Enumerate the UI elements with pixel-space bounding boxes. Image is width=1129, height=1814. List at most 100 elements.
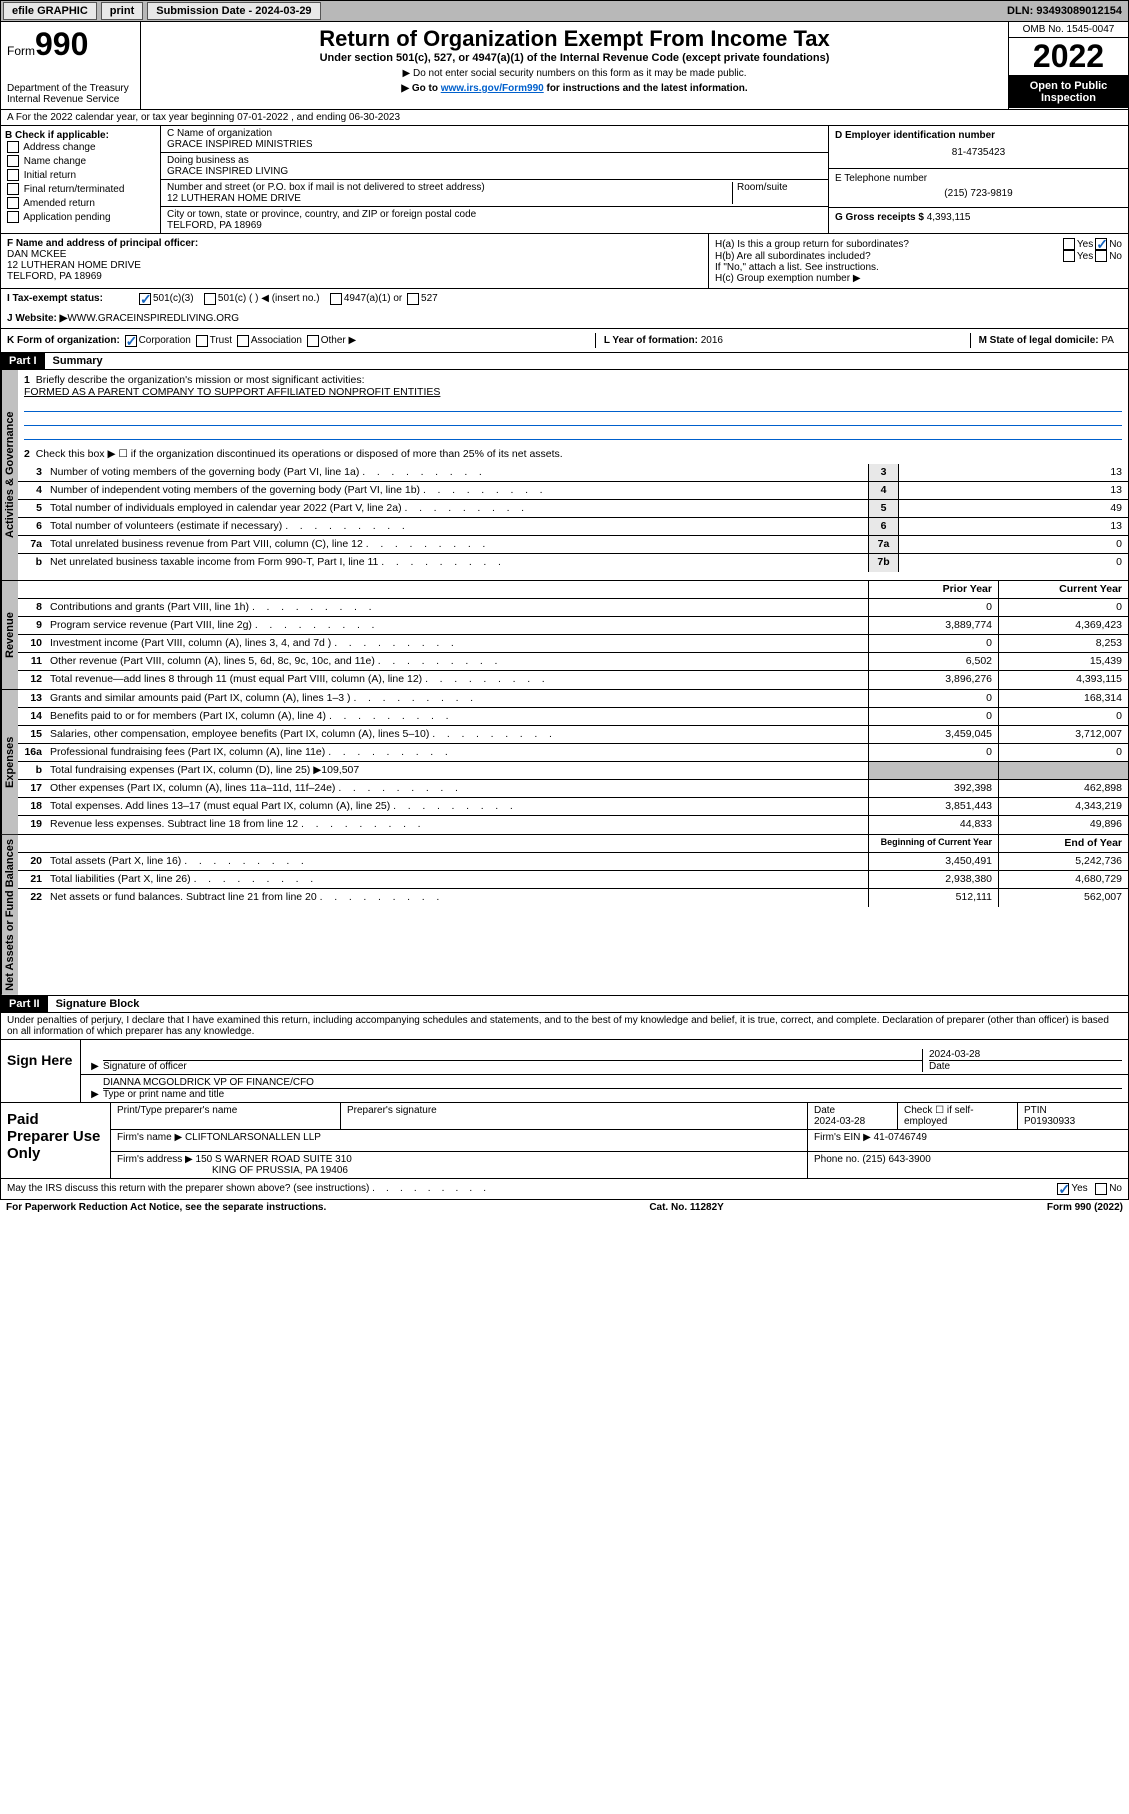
website-label: J Website: ▶ (7, 313, 67, 324)
dln-label: DLN: (1007, 5, 1036, 17)
addr-label: Number and street (or P.O. box if mail i… (167, 182, 732, 193)
ha-yes-chk[interactable] (1063, 238, 1075, 250)
ha-no: No (1109, 239, 1122, 250)
section-i: I Tax-exempt status: 501(c)(3) 501(c) ( … (0, 289, 1129, 309)
footer-left: For Paperwork Reduction Act Notice, see … (6, 1202, 326, 1213)
line-15: 15Salaries, other compensation, employee… (18, 726, 1128, 744)
efile-graphic-button[interactable]: efile GRAPHIC (3, 2, 97, 20)
footer-mid: Cat. No. 11282Y (649, 1202, 723, 1213)
line-9: 9Program service revenue (Part VIII, lin… (18, 617, 1128, 635)
tax-year: 2022 (1009, 38, 1128, 76)
prep-date-value: 2024-03-28 (814, 1116, 865, 1127)
officer-label: F Name and address of principal officer: (7, 238, 702, 249)
irs-form990-link[interactable]: www.irs.gov/Form990 (441, 83, 544, 94)
prep-name-label: Print/Type preparer's name (111, 1103, 341, 1129)
sig-date-label: Date (929, 1060, 1122, 1072)
section-b: B Check if applicable: Address change Na… (1, 126, 161, 233)
form-word: Form (7, 44, 35, 58)
firm-addr2-value: KING OF PRUSSIA, PA 19406 (212, 1165, 348, 1176)
open-inspection-label: Open to Public Inspection (1009, 76, 1128, 108)
print-button[interactable]: print (101, 2, 143, 20)
self-employed-check[interactable]: Check ☐ if self-employed (898, 1103, 1018, 1129)
line-17: 17Other expenses (Part IX, column (A), l… (18, 780, 1128, 798)
goto-pre: ▶ Go to (401, 83, 440, 94)
discuss-yes-chk[interactable] (1057, 1183, 1069, 1195)
line-8: 8Contributions and grants (Part VIII, li… (18, 599, 1128, 617)
firm-name-label: Firm's name ▶ (117, 1132, 185, 1143)
chk-corp[interactable] (125, 335, 137, 347)
chk-other[interactable] (307, 335, 319, 347)
part1-header-row: Part I Summary (0, 353, 1129, 370)
form-number: 990 (35, 26, 88, 62)
form-number-block: Form990 Department of the Treasury Inter… (1, 22, 141, 109)
gross-receipts-label: G Gross receipts $ (835, 212, 927, 223)
opt-501c3: 501(c)(3) (153, 293, 194, 305)
chk-address-change[interactable]: Address change (5, 141, 156, 155)
form-header: Form990 Department of the Treasury Inter… (0, 22, 1129, 110)
hb-no-chk[interactable] (1095, 250, 1107, 262)
discuss-yes: Yes (1071, 1183, 1087, 1194)
dba-value: GRACE INSPIRED LIVING (167, 166, 822, 177)
hb-note: If "No," attach a list. See instructions… (715, 262, 1122, 273)
chk-initial-return[interactable]: Initial return (5, 169, 156, 183)
officer-name: DAN MCKEE (7, 249, 702, 260)
room-suite-label: Room/suite (732, 182, 822, 204)
hdr-current-year: Current Year (998, 581, 1128, 598)
form-subtitle-1: Under section 501(c), 527, or 4947(a)(1)… (147, 52, 1002, 64)
chk-501c3[interactable] (139, 293, 151, 305)
efile-topbar: efile GRAPHIC print Submission Date - 20… (0, 0, 1129, 22)
chk-527[interactable] (407, 293, 419, 305)
dln-box: DLN: 93493089012154 (1007, 5, 1128, 17)
chk-501c[interactable] (204, 293, 216, 305)
ha-yes: Yes (1077, 239, 1093, 250)
chk-trust[interactable] (196, 335, 208, 347)
form-title-block: Return of Organization Exempt From Incom… (141, 22, 1008, 109)
discuss-no: No (1109, 1183, 1122, 1194)
tab-revenue: Revenue (1, 581, 18, 689)
irs-label: Internal Revenue Service (7, 94, 134, 105)
goto-post: for instructions and the latest informat… (544, 83, 748, 94)
perjury-declaration: Under penalties of perjury, I declare th… (0, 1013, 1129, 1040)
chk-final-return[interactable]: Final return/terminated (5, 183, 156, 197)
hb-yes: Yes (1077, 251, 1093, 262)
form-org-label: K Form of organization: (7, 335, 120, 346)
ha-no-chk[interactable] (1095, 238, 1107, 250)
dba-label: Doing business as (167, 155, 822, 166)
part2-label: Part II (1, 996, 48, 1012)
opt-4947: 4947(a)(1) or (344, 293, 402, 305)
submission-date-box: Submission Date - 2024-03-29 (147, 2, 320, 20)
city-value: TELFORD, PA 18969 (167, 220, 822, 231)
l2-label: Check this box ▶ ☐ if the organization d… (36, 448, 563, 460)
section-c: C Name of organization GRACE INSPIRED MI… (161, 126, 828, 233)
arrow-icon: ▶ (87, 1061, 103, 1072)
officer-city: TELFORD, PA 18969 (7, 271, 702, 282)
chk-amended-return[interactable]: Amended return (5, 197, 156, 211)
line-19: 19Revenue less expenses. Subtract line 1… (18, 816, 1128, 834)
line-12: 12Total revenue—add lines 8 through 11 (… (18, 671, 1128, 689)
hc-label: H(c) Group exemption number ▶ (715, 273, 1122, 284)
gov-line-3: 3Number of voting members of the governi… (18, 464, 1128, 482)
chk-assoc[interactable] (237, 335, 249, 347)
chk-4947[interactable] (330, 293, 342, 305)
section-fh: F Name and address of principal officer:… (0, 234, 1129, 289)
chk-application-pending[interactable]: Application pending (5, 211, 156, 225)
firm-addr-label: Firm's address ▶ (117, 1154, 196, 1165)
opt-other: Other ▶ (321, 335, 356, 346)
line-14: 14Benefits paid to or for members (Part … (18, 708, 1128, 726)
gov-line-4: 4Number of independent voting members of… (18, 482, 1128, 500)
col-headers-net: Beginning of Current Year End of Year (18, 835, 1128, 853)
discuss-no-chk[interactable] (1095, 1183, 1107, 1195)
footer-right: Form 990 (2022) (1047, 1202, 1123, 1213)
hb-yes-chk[interactable] (1063, 250, 1075, 262)
prep-sig-label: Preparer's signature (341, 1103, 808, 1129)
section-l: L Year of formation: 2016 (595, 333, 731, 348)
chk-name-change[interactable]: Name change (5, 155, 156, 169)
addr-value: 12 LUTHERAN HOME DRIVE (167, 193, 732, 204)
discuss-label: May the IRS discuss this return with the… (7, 1183, 486, 1194)
line-b: bTotal fundraising expenses (Part IX, co… (18, 762, 1128, 780)
dln-value: 93493089012154 (1036, 5, 1122, 17)
dept-treasury: Department of the Treasury (7, 83, 134, 94)
line-16a: 16aProfessional fundraising fees (Part I… (18, 744, 1128, 762)
line-11: 11Other revenue (Part VIII, column (A), … (18, 653, 1128, 671)
city-label: City or town, state or province, country… (167, 209, 822, 220)
